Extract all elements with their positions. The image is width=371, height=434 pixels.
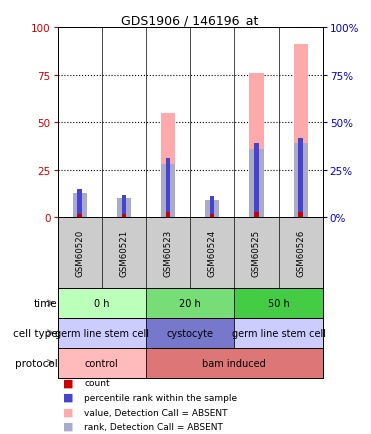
Bar bbox=[293, 45, 308, 218]
Bar bbox=[117, 199, 131, 218]
FancyBboxPatch shape bbox=[58, 318, 146, 348]
FancyBboxPatch shape bbox=[234, 318, 323, 348]
Text: 0 h: 0 h bbox=[94, 298, 109, 308]
Bar bbox=[205, 203, 219, 218]
Text: GSM60520: GSM60520 bbox=[75, 230, 84, 276]
Bar bbox=[166, 159, 170, 212]
Title: GDS1906 / 146196_at: GDS1906 / 146196_at bbox=[121, 14, 259, 27]
Text: GSM60521: GSM60521 bbox=[119, 230, 128, 276]
Bar bbox=[254, 212, 259, 218]
Bar bbox=[210, 197, 214, 214]
Text: ■: ■ bbox=[63, 421, 73, 431]
Bar bbox=[298, 212, 303, 218]
FancyBboxPatch shape bbox=[146, 318, 234, 348]
Bar bbox=[205, 201, 219, 218]
Text: bam induced: bam induced bbox=[203, 358, 266, 368]
Bar bbox=[78, 189, 82, 214]
Bar bbox=[166, 212, 170, 218]
Text: ■: ■ bbox=[63, 378, 73, 388]
Text: ■: ■ bbox=[63, 392, 73, 402]
Text: protocol: protocol bbox=[15, 358, 58, 368]
FancyBboxPatch shape bbox=[58, 348, 146, 378]
Text: value, Detection Call = ABSENT: value, Detection Call = ABSENT bbox=[84, 408, 227, 417]
Text: ■: ■ bbox=[63, 407, 73, 417]
Text: GSM60525: GSM60525 bbox=[252, 230, 261, 276]
FancyBboxPatch shape bbox=[234, 288, 323, 318]
Bar bbox=[293, 144, 308, 218]
Text: rank, Detection Call = ABSENT: rank, Detection Call = ABSENT bbox=[84, 422, 223, 431]
Bar bbox=[254, 144, 259, 212]
FancyBboxPatch shape bbox=[146, 348, 323, 378]
Text: GSM60524: GSM60524 bbox=[208, 230, 217, 276]
Text: GSM60523: GSM60523 bbox=[164, 230, 173, 276]
Text: cell type: cell type bbox=[13, 328, 58, 338]
Bar bbox=[249, 74, 263, 218]
Bar bbox=[161, 165, 175, 218]
Text: germ line stem cell: germ line stem cell bbox=[55, 328, 149, 338]
Bar bbox=[122, 195, 126, 214]
Bar bbox=[298, 138, 303, 212]
Text: cystocyte: cystocyte bbox=[167, 328, 214, 338]
Bar bbox=[117, 201, 131, 218]
Bar bbox=[73, 193, 87, 218]
Text: GSM60526: GSM60526 bbox=[296, 230, 305, 276]
Text: germ line stem cell: germ line stem cell bbox=[232, 328, 326, 338]
Text: control: control bbox=[85, 358, 119, 368]
Bar bbox=[73, 199, 87, 218]
Bar bbox=[122, 214, 126, 218]
Bar bbox=[78, 214, 82, 218]
Bar bbox=[210, 214, 214, 218]
FancyBboxPatch shape bbox=[146, 288, 234, 318]
Bar bbox=[161, 114, 175, 218]
Text: time: time bbox=[34, 298, 58, 308]
Text: percentile rank within the sample: percentile rank within the sample bbox=[84, 393, 237, 402]
Text: 20 h: 20 h bbox=[179, 298, 201, 308]
Text: count: count bbox=[84, 378, 110, 388]
Text: 50 h: 50 h bbox=[268, 298, 289, 308]
Bar bbox=[249, 150, 263, 218]
FancyBboxPatch shape bbox=[58, 288, 146, 318]
